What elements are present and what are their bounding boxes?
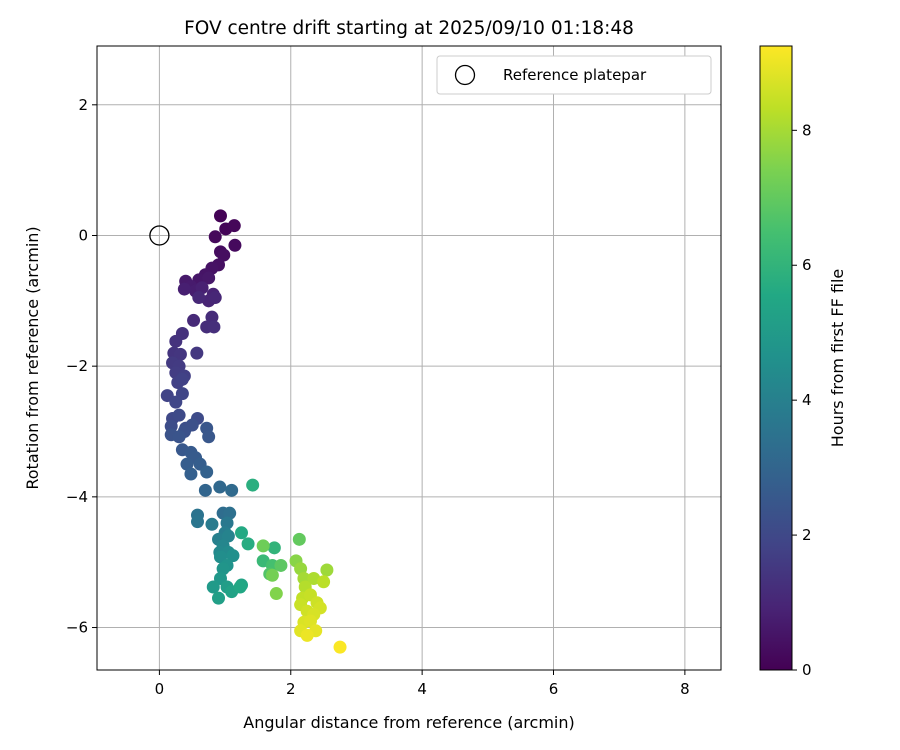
- reference-marker: [149, 225, 170, 246]
- x-tick-label: 0: [155, 680, 165, 698]
- scatter-point: [292, 532, 306, 546]
- colorbar-tick-label: 0: [802, 661, 812, 679]
- scatter-point: [246, 478, 260, 492]
- scatter-point: [300, 628, 314, 642]
- colorbar-tick-label: 6: [802, 256, 812, 274]
- scatter-point: [205, 517, 219, 531]
- scatter-point: [228, 238, 242, 252]
- scatter-point: [212, 591, 226, 605]
- scatter-point: [169, 334, 183, 348]
- scatter-point: [172, 430, 186, 444]
- scatter-point: [223, 506, 237, 520]
- scatter-point: [256, 539, 270, 553]
- scatter-point: [208, 230, 222, 244]
- colorbar-frame: [759, 45, 793, 671]
- legend-marker-reference: [454, 64, 476, 86]
- x-tick-label: 2: [286, 680, 296, 698]
- scatter-point: [225, 483, 239, 497]
- y-tick-label: −6: [66, 619, 88, 637]
- scatter-point: [192, 291, 206, 305]
- y-axis: 2 0 −2 −4 −6: [66, 96, 97, 637]
- scatter-point: [216, 562, 230, 576]
- scatter-point: [208, 291, 222, 305]
- scatter-point: [190, 346, 204, 360]
- scatter-point: [207, 320, 221, 334]
- scatter-point: [172, 408, 186, 422]
- x-axis: 0 2 4 6 8: [155, 670, 690, 698]
- scatter-point: [267, 541, 281, 555]
- scatter-point: [175, 372, 189, 386]
- scatter-point: [187, 313, 201, 327]
- scatter-point: [333, 640, 347, 654]
- scatter-point: [241, 537, 255, 551]
- scatter-point: [274, 558, 288, 572]
- y-axis-label: Rotation from reference (arcmin): [23, 226, 42, 489]
- legend-label-reference: Reference platepar: [503, 66, 647, 84]
- scatter-point: [317, 575, 331, 589]
- scatter-point: [180, 457, 194, 471]
- scatter-point: [202, 271, 216, 285]
- x-axis-label: Angular distance from reference (arcmin): [243, 713, 574, 732]
- y-tick-label: −2: [66, 357, 88, 375]
- scatter-point: [227, 219, 241, 233]
- scatter-point: [213, 480, 227, 494]
- colorbar-tick-label: 2: [802, 526, 812, 544]
- scatter-point: [294, 562, 308, 576]
- plot-frame: [96, 45, 722, 671]
- scatter-point: [233, 580, 247, 594]
- grid: [97, 46, 721, 670]
- scatter-point: [200, 465, 214, 479]
- scatter-point: [265, 568, 279, 582]
- chart-title: FOV centre drift starting at 2025/09/10 …: [184, 18, 634, 39]
- scatter-point: [221, 529, 235, 543]
- x-tick-label: 4: [417, 680, 427, 698]
- scatter-point: [177, 282, 191, 296]
- scatter-point: [206, 580, 220, 594]
- scatter-point: [217, 248, 231, 262]
- colorbar-ticks: 0 2 4 6 8: [792, 121, 812, 679]
- colorbar-tick-label: 8: [802, 121, 812, 139]
- colorbar-gradient: [760, 46, 792, 670]
- colorbar-tick-label: 4: [802, 391, 812, 409]
- scatter-point: [184, 467, 198, 481]
- colorbar: 0 2 4 6 8 Hours from first FF file: [759, 45, 847, 679]
- scatter-point: [169, 395, 183, 409]
- scatter-point: [205, 310, 219, 324]
- y-tick-label: 0: [78, 226, 88, 244]
- scatter-point: [173, 347, 187, 361]
- legend-box: [436, 55, 712, 95]
- scatter-point: [269, 587, 283, 601]
- scatter-points: [160, 209, 347, 654]
- y-tick-label: −4: [66, 488, 88, 506]
- x-tick-label: 8: [680, 680, 690, 698]
- scatter-point: [226, 549, 240, 563]
- legend: Reference platepar: [436, 55, 712, 95]
- colorbar-label: Hours from first FF file: [828, 269, 847, 448]
- scatter-point: [220, 516, 234, 530]
- scatter-point: [235, 526, 249, 540]
- y-tick-label: 2: [78, 96, 88, 114]
- scatter-point: [198, 483, 212, 497]
- scatter-point: [303, 614, 317, 628]
- scatter-point: [202, 430, 216, 444]
- scatter-point: [190, 515, 204, 529]
- scatter-point: [195, 281, 209, 295]
- scatter-point: [213, 209, 227, 223]
- x-tick-label: 6: [549, 680, 559, 698]
- scatter-point: [320, 563, 334, 577]
- scatter-point: [307, 572, 321, 586]
